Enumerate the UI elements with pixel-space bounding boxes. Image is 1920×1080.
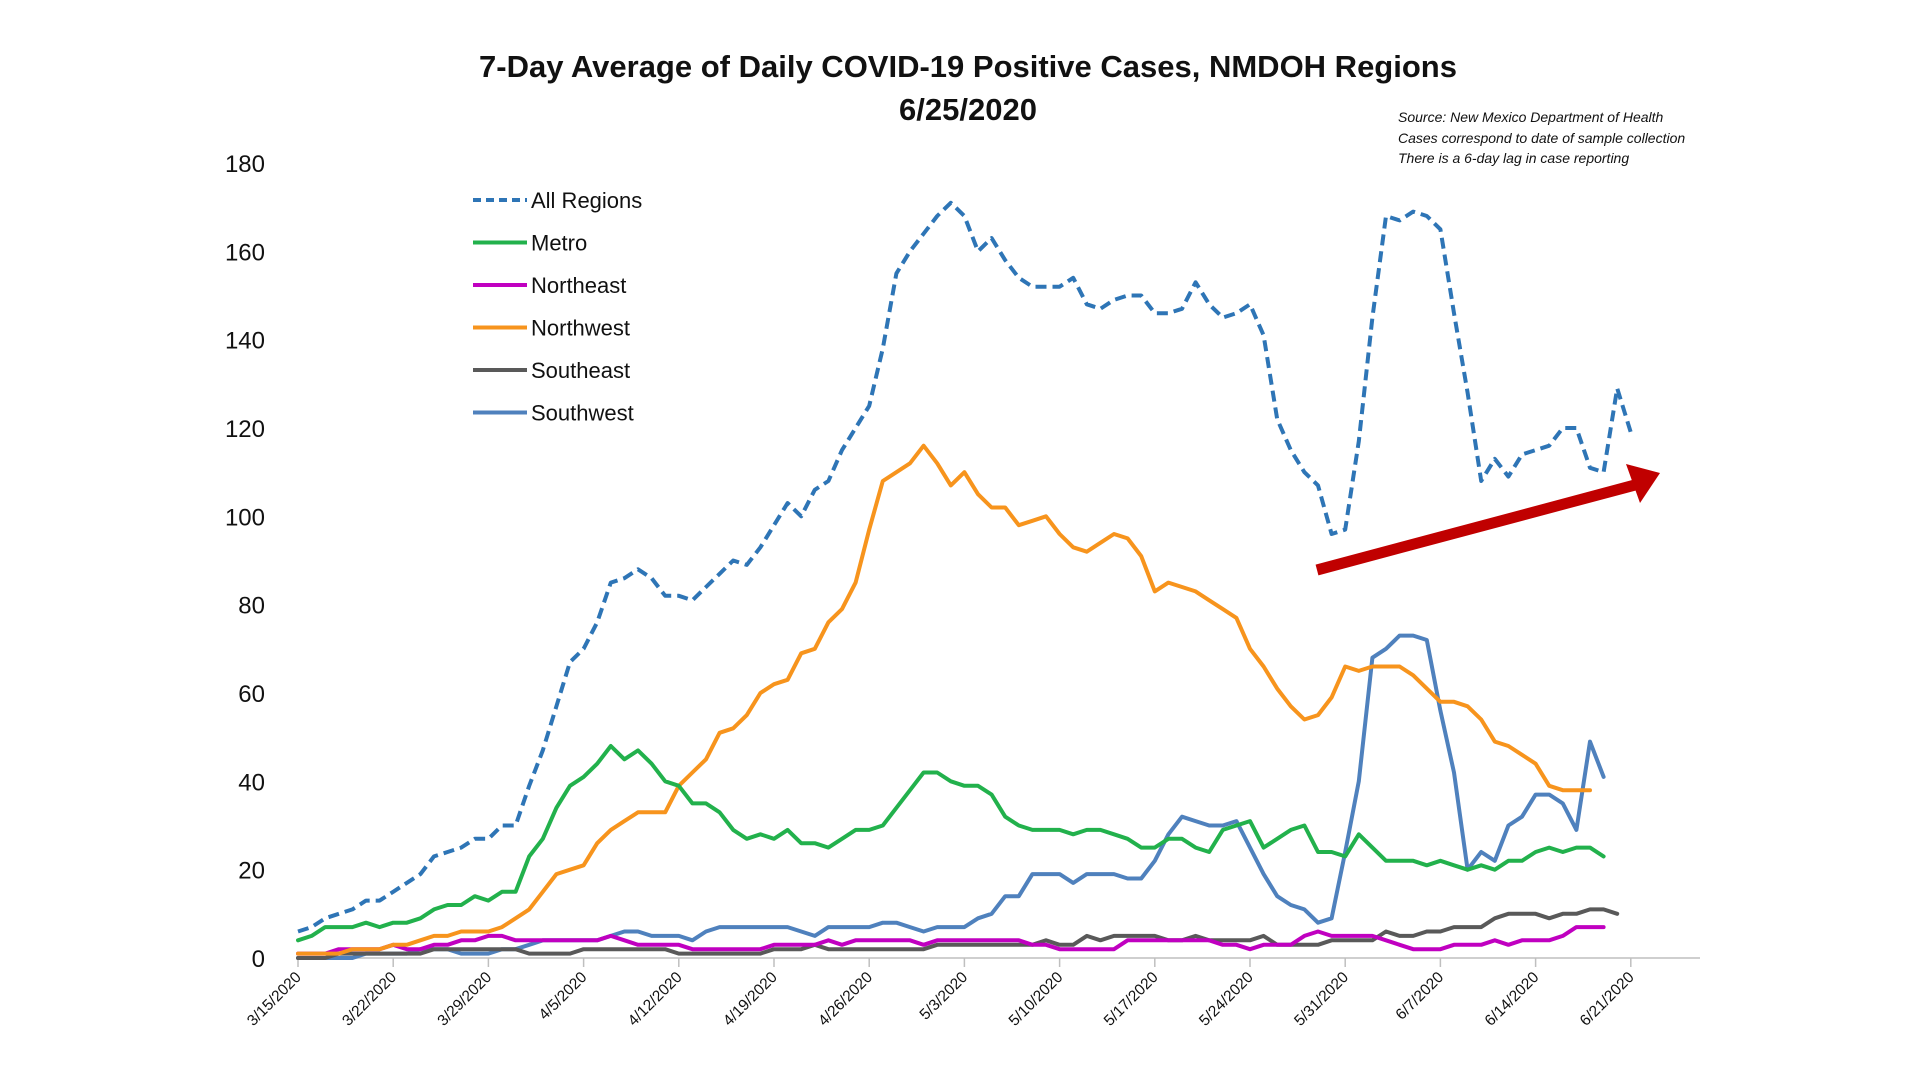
x-tick-label: 4/19/2020 <box>720 969 781 1030</box>
legend-label-all-regions: All Regions <box>531 188 642 213</box>
chart-subtitle: 6/25/2020 <box>899 92 1037 127</box>
legend-label-southwest: Southwest <box>531 401 634 426</box>
lag-note: There is a 6-day lag in case reporting <box>1398 150 1629 166</box>
series-line-southeast <box>296 907 1620 960</box>
source-note: Source: New Mexico Department of Health <box>1398 109 1664 125</box>
x-tick-label: 5/17/2020 <box>1101 969 1162 1030</box>
x-tick-label: 4/5/2020 <box>536 969 591 1024</box>
y-tick-label: 180 <box>225 151 265 178</box>
chart-title: 7-Day Average of Daily COVID-19 Positive… <box>479 49 1457 84</box>
series-line-southwest <box>296 633 1606 960</box>
x-tick-label: 6/14/2020 <box>1482 969 1543 1030</box>
series-line-all-regions <box>297 200 1633 934</box>
x-tick-label: 6/7/2020 <box>1393 969 1448 1024</box>
y-tick-label: 60 <box>238 681 265 708</box>
x-axis-ticks: 3/15/2020 3/22/2020 3/29/2020 4/5/2020 4/12/… <box>244 958 1638 1030</box>
trend-arrow-head <box>1626 464 1660 503</box>
x-tick-label: 4/26/2020 <box>815 969 876 1030</box>
y-tick-label: 120 <box>225 416 265 443</box>
legend-label-northwest: Northwest <box>531 316 630 341</box>
legend-label-metro: Metro <box>531 231 587 256</box>
x-tick-label: 3/29/2020 <box>434 969 495 1030</box>
legend-label-southeast: Southeast <box>531 358 630 383</box>
cases-note: Cases correspond to date of sample colle… <box>1398 130 1685 146</box>
series-line-metro <box>296 744 1606 943</box>
y-tick-label: 40 <box>238 769 265 796</box>
y-tick-label: 160 <box>225 239 265 266</box>
trend-arrow-shaft <box>1315 479 1637 576</box>
y-tick-label: 100 <box>225 504 265 531</box>
x-tick-label: 5/3/2020 <box>917 969 972 1024</box>
x-tick-label: 3/22/2020 <box>339 969 400 1030</box>
trend-arrow <box>1315 464 1660 576</box>
x-tick-label: 5/10/2020 <box>1006 969 1067 1030</box>
y-tick-label: 0 <box>252 946 265 973</box>
series-line-northeast <box>296 925 1606 956</box>
y-tick-label: 140 <box>225 328 265 355</box>
x-tick-label: 5/31/2020 <box>1291 969 1352 1030</box>
y-axis-ticks: 0 20 40 60 80 100 120 140 160 180 <box>225 151 265 973</box>
legend: All Regions Metro Northeast Northwest Southe… <box>473 188 642 426</box>
y-tick-label: 80 <box>238 593 265 620</box>
series-line-northwest <box>296 443 1592 956</box>
x-tick-label: 4/12/2020 <box>625 969 686 1030</box>
legend-label-northeast: Northeast <box>531 273 626 298</box>
series-lines <box>296 200 1633 960</box>
x-tick-label: 5/24/2020 <box>1196 969 1257 1030</box>
x-tick-label: 6/21/2020 <box>1577 969 1638 1030</box>
x-tick-label: 3/15/2020 <box>244 969 305 1030</box>
y-tick-label: 20 <box>238 858 265 885</box>
